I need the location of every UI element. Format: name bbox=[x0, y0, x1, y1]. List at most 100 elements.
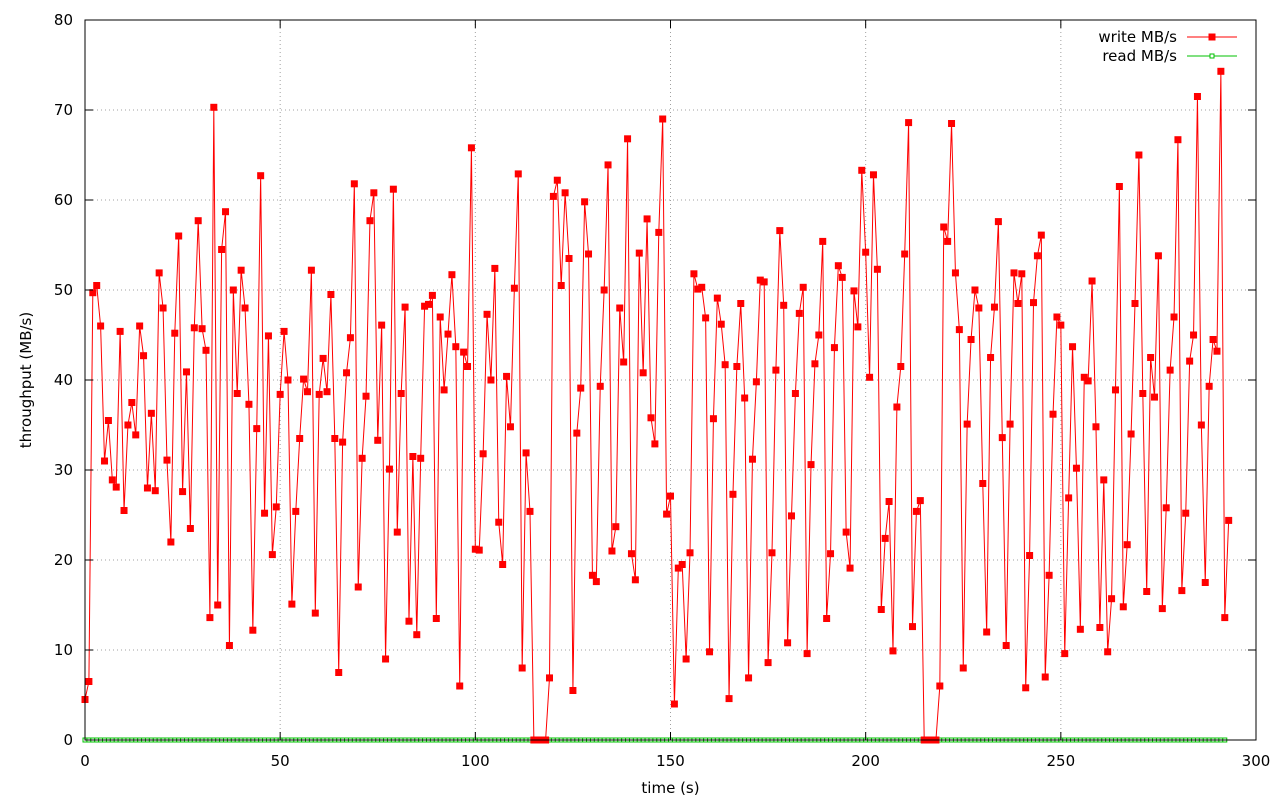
write-point bbox=[436, 313, 444, 321]
write-point bbox=[417, 454, 425, 462]
write-point bbox=[1213, 347, 1221, 355]
write-point bbox=[323, 388, 331, 396]
write-point bbox=[1225, 516, 1233, 524]
write-point bbox=[1174, 136, 1182, 144]
write-point bbox=[944, 237, 952, 245]
write-point bbox=[854, 323, 862, 331]
write-point bbox=[132, 431, 140, 439]
write-point bbox=[631, 576, 639, 584]
write-point bbox=[1088, 277, 1096, 285]
write-point bbox=[296, 435, 304, 442]
write-point bbox=[1057, 321, 1065, 329]
write-point bbox=[249, 626, 257, 634]
write-point bbox=[1069, 343, 1077, 351]
legend: write MB/s read MB/s bbox=[1098, 28, 1237, 65]
write-point bbox=[1104, 648, 1112, 656]
write-point bbox=[1108, 595, 1116, 603]
y-tick-label: 20 bbox=[54, 551, 73, 569]
write-point bbox=[1162, 504, 1170, 512]
write-point bbox=[545, 674, 553, 682]
write-point bbox=[510, 284, 518, 292]
write-point bbox=[581, 198, 589, 206]
write-point bbox=[706, 648, 714, 656]
write-point bbox=[464, 363, 472, 370]
write-point bbox=[709, 415, 717, 423]
grid-lines bbox=[85, 20, 1256, 740]
write-point bbox=[190, 324, 198, 332]
write-point bbox=[1123, 541, 1131, 549]
write-point bbox=[1209, 336, 1217, 343]
write-point bbox=[1193, 93, 1201, 100]
write-point bbox=[499, 561, 507, 568]
write-point bbox=[745, 674, 753, 682]
write-point bbox=[588, 571, 596, 579]
x-tick-label: 150 bbox=[656, 752, 685, 770]
x-tick-label: 100 bbox=[461, 752, 490, 770]
write-point bbox=[1131, 300, 1139, 307]
write-point bbox=[975, 304, 983, 312]
write-point bbox=[214, 601, 222, 609]
write-point bbox=[440, 386, 448, 394]
write-point bbox=[1170, 313, 1178, 321]
write-point bbox=[624, 135, 632, 143]
write-point bbox=[272, 503, 280, 511]
write-point bbox=[104, 417, 112, 424]
write-point bbox=[128, 399, 136, 406]
write-point bbox=[1030, 299, 1038, 307]
write-point bbox=[752, 378, 760, 386]
write-point bbox=[432, 615, 440, 622]
x-tick-label: 50 bbox=[271, 752, 290, 770]
legend-read-label: read MB/s bbox=[1102, 47, 1177, 65]
write-point bbox=[702, 314, 710, 322]
write-point bbox=[514, 170, 522, 178]
write-point bbox=[339, 438, 347, 446]
write-point bbox=[1158, 605, 1166, 613]
write-point bbox=[553, 176, 561, 184]
write-point bbox=[108, 476, 116, 484]
write-point bbox=[428, 291, 436, 299]
write-point bbox=[866, 373, 874, 381]
write-point bbox=[596, 382, 604, 390]
write-point bbox=[1002, 642, 1010, 649]
write-point bbox=[842, 528, 850, 536]
write-point bbox=[140, 352, 148, 360]
write-point bbox=[990, 303, 998, 311]
legend-read-marker bbox=[1209, 53, 1215, 59]
write-point bbox=[1119, 603, 1127, 611]
write-point bbox=[143, 484, 151, 492]
write-point bbox=[889, 647, 897, 655]
write-point bbox=[1033, 252, 1041, 260]
write-point bbox=[1084, 377, 1092, 385]
write-point bbox=[791, 390, 799, 397]
write-point bbox=[136, 322, 144, 330]
write-point bbox=[612, 523, 620, 531]
write-point bbox=[983, 628, 991, 636]
write-point bbox=[370, 189, 378, 197]
x-tick-label: 0 bbox=[80, 752, 90, 770]
write-point bbox=[350, 180, 358, 188]
write-point bbox=[389, 185, 397, 193]
write-point bbox=[858, 166, 866, 174]
write-point bbox=[354, 583, 362, 591]
write-point bbox=[405, 617, 413, 625]
y-tick-label: 30 bbox=[54, 461, 73, 479]
write-point bbox=[834, 262, 842, 270]
write-point bbox=[101, 457, 109, 465]
write-point bbox=[479, 450, 487, 458]
write-point bbox=[1053, 313, 1061, 321]
write-point bbox=[764, 659, 772, 667]
write-point bbox=[549, 192, 557, 200]
write-point bbox=[1049, 410, 1057, 418]
x-tick-label: 200 bbox=[851, 752, 880, 770]
write-point bbox=[909, 623, 917, 631]
write-point bbox=[725, 695, 733, 703]
write-point bbox=[307, 266, 315, 274]
write-point bbox=[393, 528, 401, 536]
write-point bbox=[620, 358, 628, 366]
write-point bbox=[916, 497, 924, 505]
write-point bbox=[1010, 269, 1018, 277]
write-point bbox=[827, 550, 835, 558]
write-point bbox=[483, 310, 491, 318]
write-point bbox=[1190, 331, 1198, 339]
write-point bbox=[452, 343, 460, 351]
